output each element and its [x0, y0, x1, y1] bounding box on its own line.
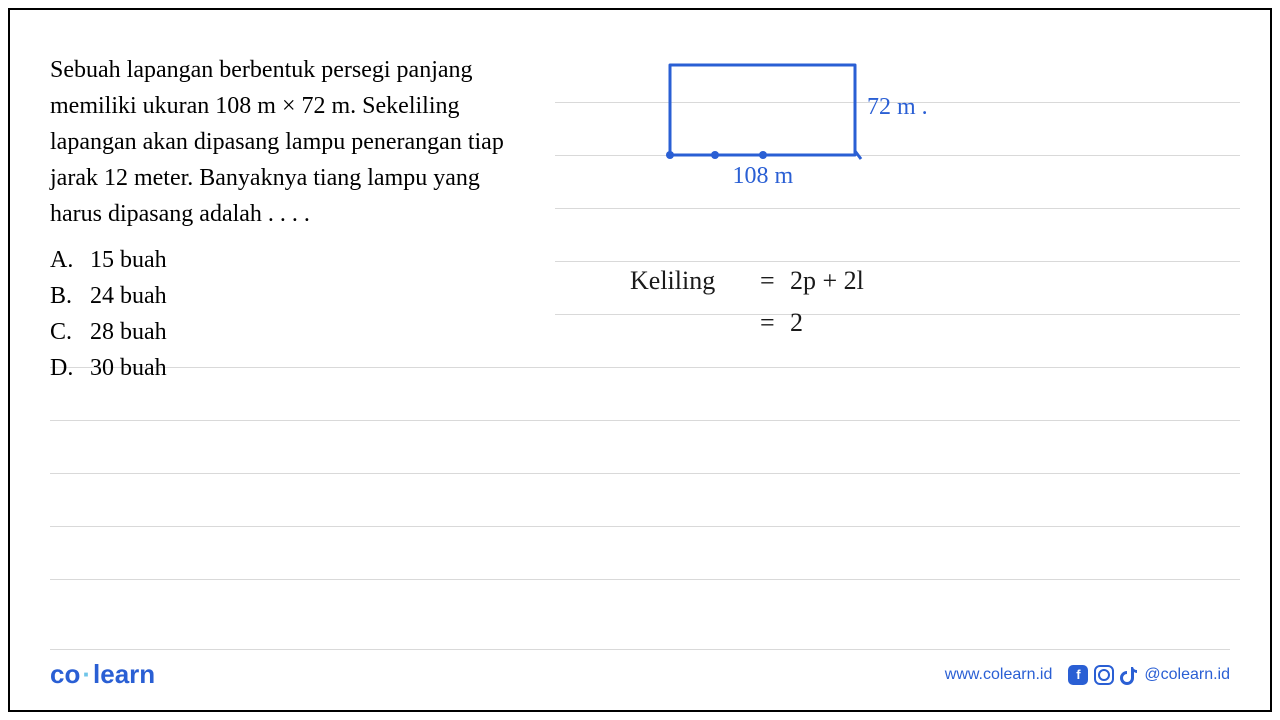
brand-logo: co·learn [50, 659, 155, 690]
brand-dot: · [80, 659, 93, 689]
facebook-icon: f [1068, 665, 1088, 685]
footer-right: www.colearn.id f @colearn.id [945, 665, 1230, 685]
work-line-1: Keliling = 2p + 2l [630, 260, 864, 302]
work-line-2: = 2 [630, 302, 864, 344]
rectangle-diagram: 72 m . 108 m [570, 60, 970, 200]
footer-url: www.colearn.id [945, 666, 1053, 684]
footer-handle: @colearn.id [1144, 666, 1230, 684]
question-text: Sebuah lapangan berbentuk persegi panjan… [50, 52, 530, 232]
diagram-svg: 72 m . 108 m [570, 60, 970, 200]
working-area: Keliling = 2p + 2l = 2 [630, 260, 864, 344]
page-frame: Sebuah lapangan berbentuk persegi panjan… [8, 8, 1272, 712]
option-b: B. 24 buah [50, 278, 530, 314]
option-c: C. 28 buah [50, 314, 530, 350]
footer: co·learn www.colearn.id f @colearn.id [50, 659, 1230, 690]
options-list: A. 15 buah B. 24 buah C. 28 buah D. 30 b… [50, 242, 530, 386]
question-block: Sebuah lapangan berbentuk persegi panjan… [50, 52, 530, 386]
footer-rule [50, 649, 1230, 650]
content-area: Sebuah lapangan berbentuk persegi panjan… [10, 10, 1270, 710]
instagram-icon [1094, 665, 1114, 685]
option-a: A. 15 buah [50, 242, 530, 278]
svg-text:108 m: 108 m [733, 163, 794, 189]
social-icons: f @colearn.id [1068, 665, 1230, 685]
tiktok-icon [1120, 665, 1138, 685]
svg-text:72 m .: 72 m . [867, 94, 928, 120]
option-d: D. 30 buah [50, 350, 530, 386]
